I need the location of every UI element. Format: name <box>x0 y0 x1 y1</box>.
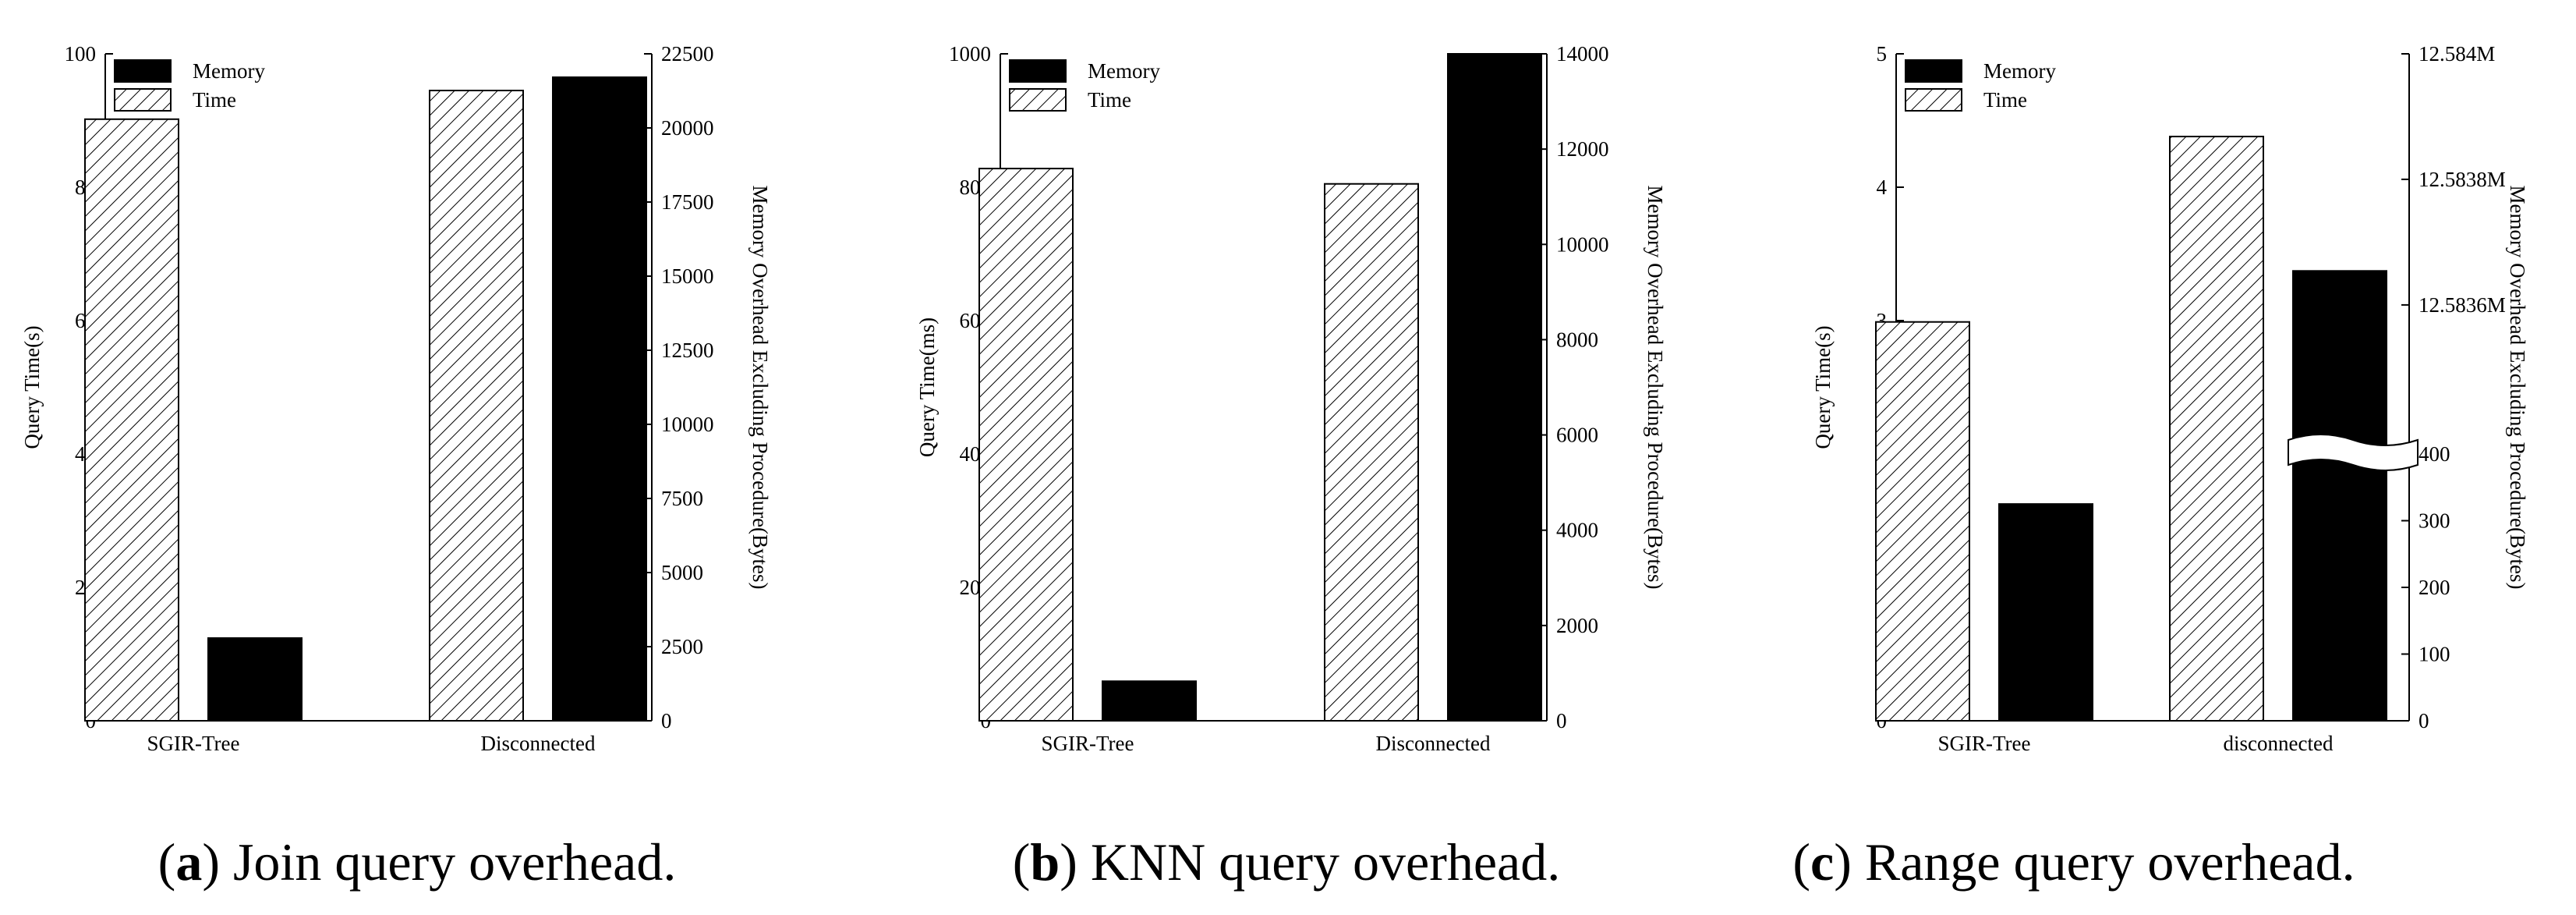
y-tick-label-right: 2000 <box>1556 614 1598 637</box>
panel-range: 012345010020030040012.5836M12.5838M12.58… <box>1792 42 2529 892</box>
bar-memory <box>2292 270 2387 722</box>
caption-paren-open: ( <box>1013 832 1031 892</box>
category-label: SGIR-Tree <box>1041 732 1134 755</box>
legend-swatch-time <box>1009 88 1067 112</box>
figure-caption: (c) Range query overhead. <box>1792 832 2355 892</box>
y-tick-label-right: 12.584M <box>2419 42 2495 66</box>
legend-swatch-memory <box>1905 59 1962 83</box>
caption-paren-close: ) <box>202 832 233 892</box>
category-label: SGIR-Tree <box>147 732 239 755</box>
y-axis-label-right: Memory Overhead Excluding Procedure(Byte… <box>748 185 772 589</box>
y-tick-label-right: 14000 <box>1556 42 1609 66</box>
panel-knn: 0200400600800100002000400060008000100001… <box>915 42 1667 892</box>
bar-memory <box>1998 503 2093 722</box>
bar-memory <box>1447 53 1542 722</box>
y-tick-label-right: 5000 <box>661 561 703 584</box>
y-tick-label-right: 12.5836M <box>2419 293 2506 317</box>
y-tick-label-left: 4 <box>1877 176 1888 199</box>
bar-time <box>1875 321 1970 722</box>
caption-text: Range query overhead. <box>1865 832 2355 892</box>
y-tick-label-right: 6000 <box>1556 424 1598 447</box>
y-tick-label-right: 15000 <box>661 264 714 288</box>
y-tick-label-right: 12.5838M <box>2419 168 2506 191</box>
legend-label-memory: Memory <box>1983 59 2056 83</box>
category-label: Disconnected <box>1376 732 1491 755</box>
legend-swatch-memory <box>1009 59 1067 83</box>
y-tick-label-right: 0 <box>661 709 672 732</box>
legend-label-time: Time <box>1088 88 1131 112</box>
legend-label-memory: Memory <box>1088 59 1160 83</box>
y-tick-label-right: 22500 <box>661 42 714 66</box>
y-axis-label-left: Query Time(ms) <box>915 317 939 457</box>
caption-letter: a <box>175 832 202 892</box>
legend-label-time: Time <box>193 88 236 112</box>
caption-paren-close: ) <box>1060 832 1091 892</box>
legend-label-memory: Memory <box>193 59 265 83</box>
figure-caption: (a) Join query overhead. <box>158 832 677 892</box>
category-label: disconnected <box>2224 732 2334 755</box>
legend-label-time: Time <box>1983 88 2027 112</box>
y-tick-label-right: 0 <box>1556 709 1567 732</box>
axis-break-mark <box>2288 434 2419 471</box>
y-axis-label-left: Query Time(s) <box>1811 325 1835 449</box>
caption-text: Join query overhead. <box>233 832 676 892</box>
y-tick-label-right: 2500 <box>661 635 703 658</box>
caption-paren-open: ( <box>1792 832 1810 892</box>
caption-paren-open: ( <box>158 832 176 892</box>
bar-memory <box>207 637 303 722</box>
caption-paren-close: ) <box>1834 832 1865 892</box>
y-axis-label-left: Query Time(s) <box>20 325 44 449</box>
bar-time <box>2169 136 2264 722</box>
y-tick-label-right: 8000 <box>1556 328 1598 351</box>
caption-letter: b <box>1030 832 1060 892</box>
bar-time <box>978 168 1074 722</box>
y-axis-label-right: Memory Overhead Excluding Procedure(Byte… <box>2506 185 2529 589</box>
y-tick-label-right: 10000 <box>1556 232 1609 256</box>
bar-time <box>1324 183 1419 722</box>
bar-time <box>84 118 179 722</box>
y-tick-label-right: 200 <box>2419 576 2450 599</box>
y-axis-label-right: Memory Overhead Excluding Procedure(Byte… <box>1644 185 1667 589</box>
y-tick-label-left: 100 <box>65 42 97 66</box>
y-tick-label-right: 300 <box>2419 509 2450 533</box>
panel-join: 0204060801000250050007500100001250015000… <box>20 42 772 892</box>
legend-swatch-time <box>1905 88 1962 112</box>
bar-time <box>429 90 524 722</box>
y-tick-label-left: 5 <box>1877 42 1888 66</box>
y-tick-label-right: 4000 <box>1556 519 1598 542</box>
y-tick-label-right: 17500 <box>661 190 714 214</box>
legend-swatch-memory <box>114 59 172 83</box>
y-tick-label-right: 20000 <box>661 116 714 140</box>
bar-memory <box>1102 680 1197 722</box>
legend-swatch-time <box>114 88 172 112</box>
y-tick-label-right: 12000 <box>1556 137 1609 161</box>
y-tick-label-right: 400 <box>2419 442 2450 466</box>
y-tick-label-right: 100 <box>2419 643 2450 666</box>
y-tick-label-right: 7500 <box>661 487 703 510</box>
y-tick-label-left: 1000 <box>949 42 991 66</box>
caption-letter: c <box>1810 832 1834 892</box>
caption-text: KNN query overhead. <box>1091 832 1560 892</box>
bar-memory <box>552 76 647 722</box>
category-label: SGIR-Tree <box>1937 732 2030 755</box>
y-tick-label-right: 12500 <box>661 339 714 362</box>
figure-caption: (b) KNN query overhead. <box>1013 832 1560 892</box>
y-tick-label-right: 0 <box>2419 709 2429 732</box>
y-tick-label-right: 10000 <box>661 413 714 436</box>
category-label: Disconnected <box>481 732 596 755</box>
